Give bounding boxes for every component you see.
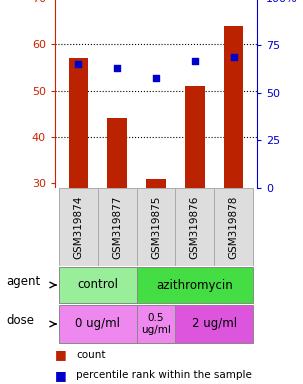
Bar xyxy=(137,188,175,266)
Point xyxy=(231,54,236,60)
Point xyxy=(192,58,197,64)
Text: GSM319878: GSM319878 xyxy=(229,195,239,259)
Text: GSM319876: GSM319876 xyxy=(190,195,200,259)
Text: ■: ■ xyxy=(55,348,67,361)
Bar xyxy=(224,26,243,188)
Text: ■: ■ xyxy=(55,369,67,382)
Bar xyxy=(137,305,175,343)
Bar xyxy=(59,267,137,303)
Bar xyxy=(175,305,253,343)
Bar xyxy=(214,188,253,266)
Point xyxy=(76,61,81,68)
Text: control: control xyxy=(77,278,118,291)
Bar xyxy=(175,188,214,266)
Text: azithromycin: azithromycin xyxy=(156,278,233,291)
Point xyxy=(154,75,158,81)
Text: count: count xyxy=(76,349,106,359)
Bar xyxy=(146,179,166,188)
Text: 2 ug/ml: 2 ug/ml xyxy=(192,318,237,331)
Bar xyxy=(59,188,98,266)
Bar xyxy=(98,188,137,266)
Text: GSM319877: GSM319877 xyxy=(112,195,122,259)
Text: GSM319874: GSM319874 xyxy=(73,195,83,259)
Bar xyxy=(108,119,127,188)
Bar xyxy=(137,267,253,303)
Text: 0 ug/ml: 0 ug/ml xyxy=(75,318,120,331)
Text: 0.5
ug/ml: 0.5 ug/ml xyxy=(141,313,171,335)
Bar xyxy=(59,305,137,343)
Text: agent: agent xyxy=(6,275,40,288)
Text: percentile rank within the sample: percentile rank within the sample xyxy=(76,371,252,381)
Bar xyxy=(185,86,205,188)
Text: GSM319875: GSM319875 xyxy=(151,195,161,259)
Point xyxy=(115,65,120,71)
Bar xyxy=(68,58,88,188)
Text: dose: dose xyxy=(6,314,34,327)
